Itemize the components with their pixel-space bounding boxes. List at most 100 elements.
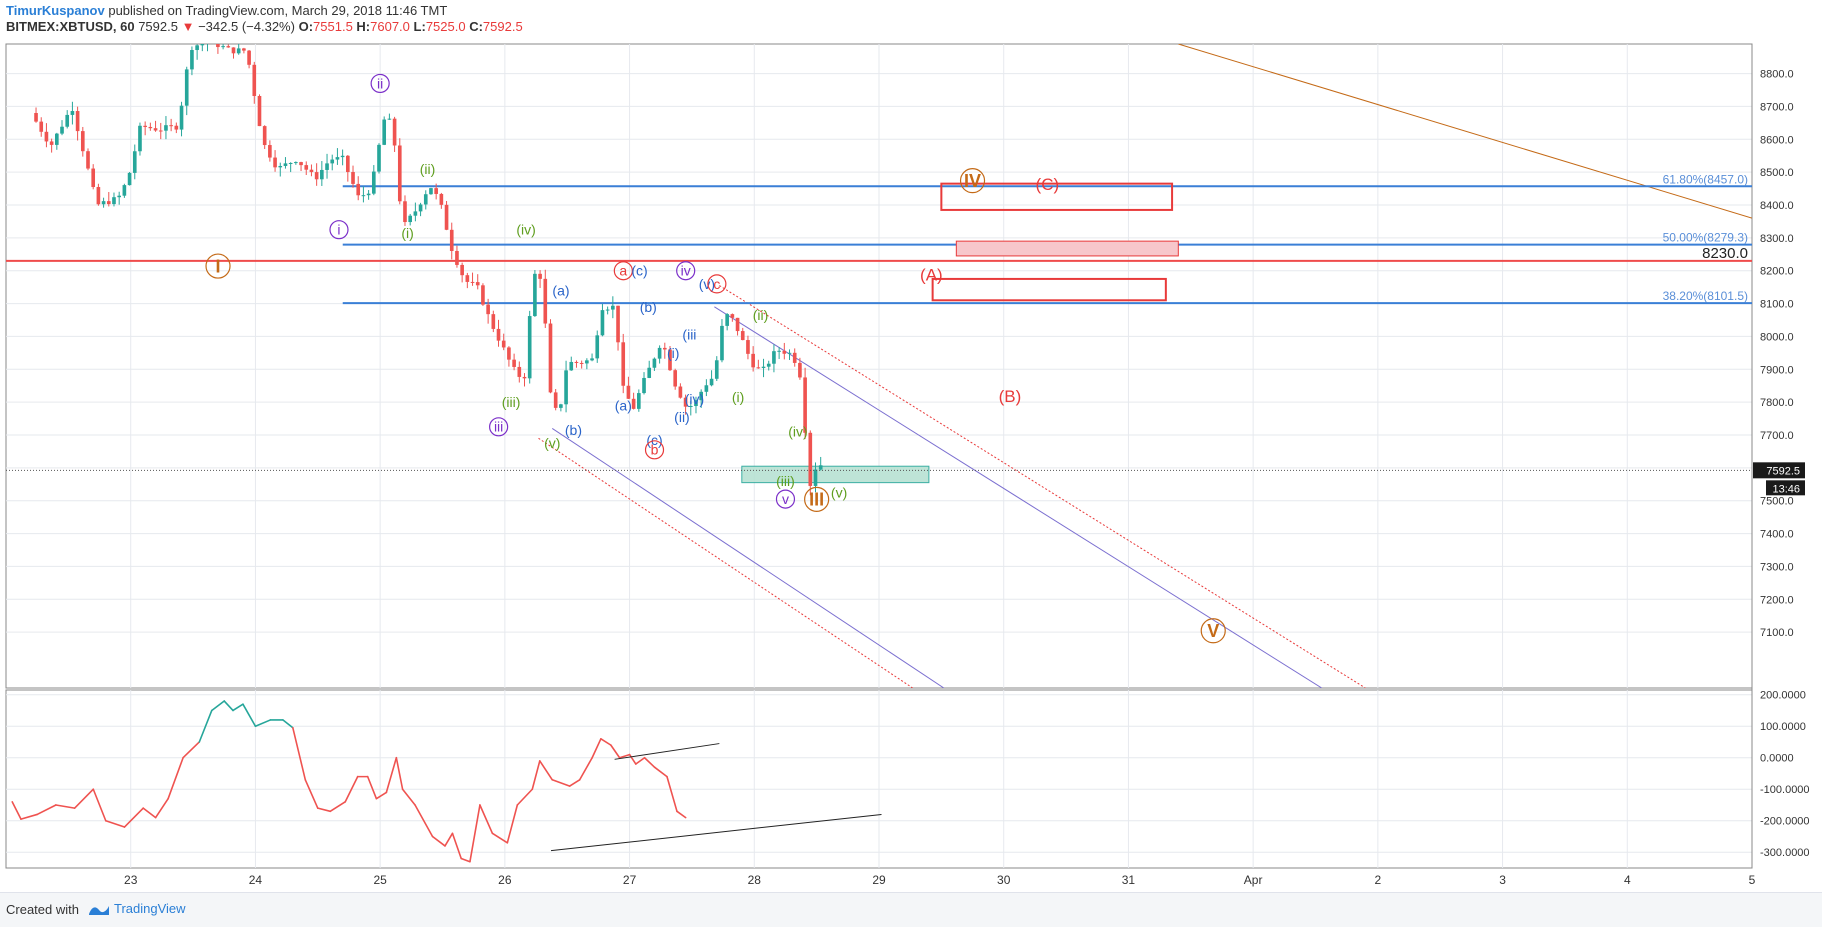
indicator-segment (123, 807, 144, 828)
indicator-segment (375, 791, 388, 800)
candle-body (304, 165, 309, 170)
indicator-segment (460, 857, 471, 863)
wave-label: b (651, 442, 659, 458)
indicator-segment (223, 700, 234, 712)
y-tick-label: 8000.0 (1760, 331, 1794, 343)
wave-label: (b) (640, 299, 657, 315)
candle-body (444, 204, 449, 230)
wave-label: (i) (667, 345, 679, 361)
x-tick-label: 28 (748, 873, 762, 887)
chart-header: TimurKuspanov published on TradingView.c… (0, 0, 1822, 44)
candle-body (486, 304, 490, 315)
wave-label: (iv) (788, 424, 807, 440)
y-tick-label: 8500.0 (1760, 167, 1794, 179)
wave-label: (a) (615, 397, 632, 413)
close-value: 7592.5 (482, 19, 523, 34)
x-tick-label: 26 (498, 873, 512, 887)
candle-body (387, 118, 392, 120)
indicator-segment (242, 703, 257, 728)
candle-body (735, 317, 740, 332)
candle-body (579, 362, 584, 364)
candle-body (262, 126, 267, 146)
symbol-name[interactable]: BITMEX:XBTUSD, 60 (6, 19, 135, 34)
indicator-plot (11, 700, 882, 863)
candle-body (813, 469, 818, 486)
indicator-segment (20, 813, 38, 820)
y-tick-label: 7900.0 (1760, 364, 1794, 376)
candle-body (777, 350, 781, 352)
candle-body (117, 195, 121, 198)
candle-body (299, 162, 303, 166)
candle-body (418, 204, 423, 212)
indicator-segment (451, 832, 463, 860)
candle-body (657, 347, 662, 359)
candle-body (553, 392, 558, 408)
wave-circle (613, 261, 633, 281)
x-tick-label: 24 (249, 873, 263, 887)
candle-body (543, 278, 548, 324)
candle-body (216, 44, 220, 48)
candle-body (221, 46, 225, 48)
candle-body (449, 229, 454, 251)
candle-body (226, 46, 231, 48)
candle-body (688, 406, 693, 408)
indicator-tick-label: -300.0000 (1760, 847, 1810, 859)
wave-label: i (337, 222, 340, 238)
candle-body (455, 250, 459, 265)
candle-body (704, 385, 709, 392)
channel-upper-line (714, 306, 1323, 688)
candle-body (60, 126, 64, 134)
low-label: L: (413, 19, 426, 34)
indicator-tick-label: 100.0000 (1760, 721, 1806, 733)
candle-body (288, 162, 293, 164)
candle-body (413, 211, 418, 216)
candle-body (761, 366, 766, 368)
candle-body (377, 144, 381, 172)
candle-body (169, 125, 173, 127)
candle-body (39, 121, 44, 132)
author-link[interactable]: TimurKuspanov (6, 3, 105, 18)
x-tick-label: 2 (1375, 873, 1382, 887)
y-tick-label: 7200.0 (1760, 594, 1794, 606)
candle-body (356, 183, 361, 196)
candle-body (434, 188, 438, 194)
chart-canvas[interactable]: 232425262728293031Apr234568800.08700.086… (0, 0, 1822, 892)
wave-circle (329, 220, 349, 240)
wave-circle (489, 417, 509, 437)
candle-body (330, 159, 335, 164)
open-label: O: (298, 19, 314, 34)
indicator-segment (431, 835, 446, 847)
target-box-a (931, 277, 1167, 302)
candle-body (278, 165, 283, 168)
indicator-segment (395, 756, 404, 791)
x-tick-label: 30 (997, 873, 1011, 887)
wave-label: (v) (544, 435, 560, 451)
divergence-line-lower (550, 813, 882, 852)
candle-body (746, 340, 750, 354)
candle-body (439, 193, 444, 205)
horizontal-level-label: 8230.0 (1702, 245, 1748, 262)
wave-label: (b) (565, 422, 582, 438)
candle-body (637, 393, 641, 409)
candle-body (730, 314, 735, 318)
candle-body (122, 185, 127, 196)
indicator-segment (142, 807, 157, 819)
candle-body (91, 168, 96, 188)
candle-body (75, 111, 80, 132)
candle-body (320, 169, 324, 180)
wave-label: (v) (699, 276, 715, 292)
wave-label: (iii (682, 327, 696, 343)
y-tick-label: 8100.0 (1760, 299, 1794, 311)
indicator-segment (11, 801, 22, 820)
wave-label: (iv) (516, 222, 535, 238)
support-zone (741, 465, 930, 484)
candle-body (720, 325, 724, 361)
indicator-segment (538, 760, 554, 781)
countdown-tag (1766, 480, 1805, 496)
indicator-tick-label: -200.0000 (1760, 816, 1810, 828)
indicator-segment (653, 766, 668, 778)
indicator-segment (210, 700, 226, 712)
wave-circle (644, 440, 665, 460)
tradingview-link[interactable]: TradingView (88, 901, 186, 916)
wave-circle (775, 489, 796, 509)
